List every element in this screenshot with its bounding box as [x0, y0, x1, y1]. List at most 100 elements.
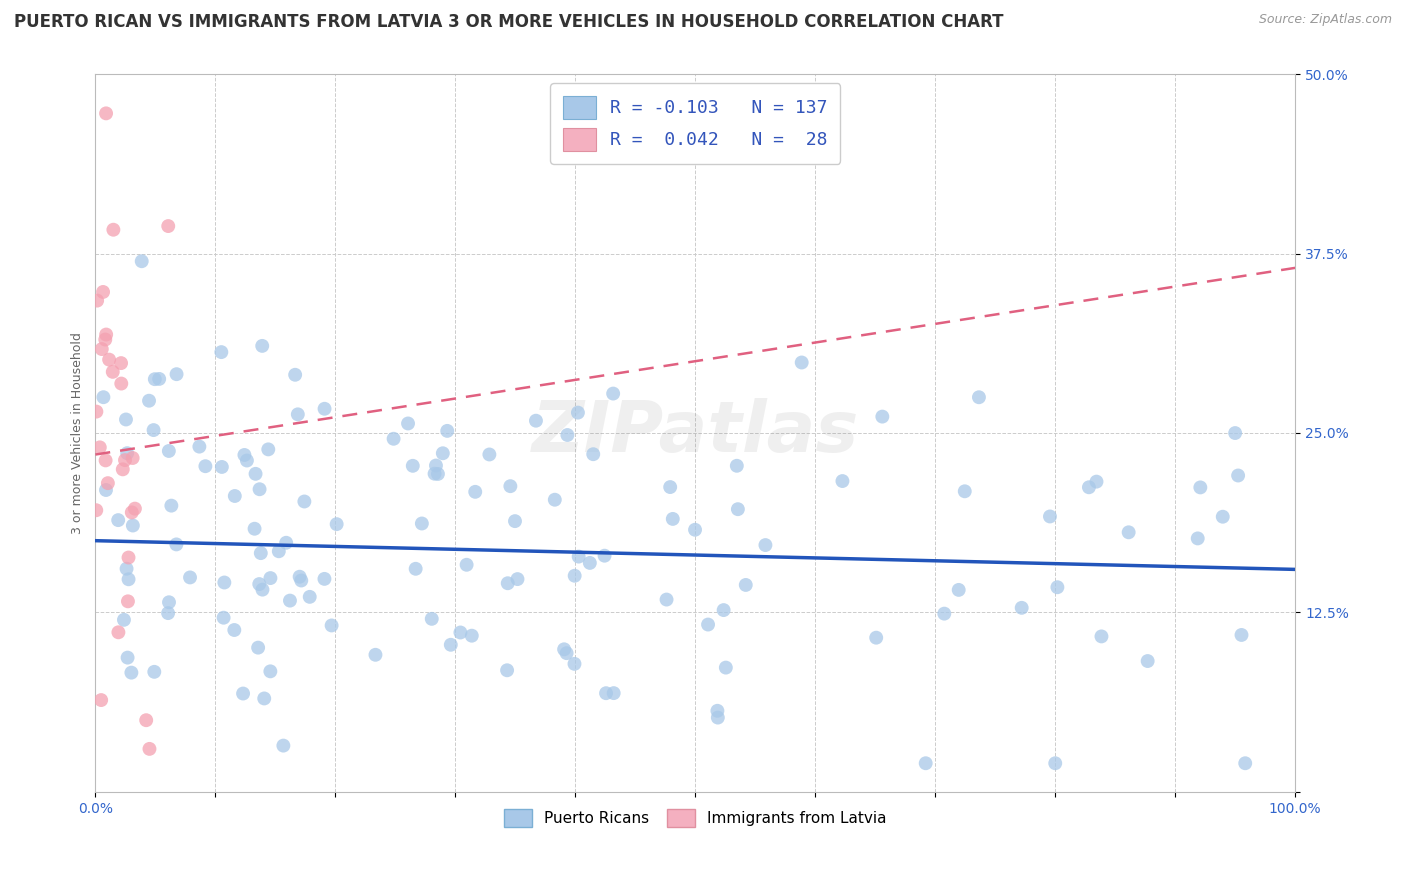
Point [276, 535, 298, 549]
Point [478, 447, 501, 461]
Point [713, 603, 735, 617]
Point [257, 442, 280, 457]
Point [212, 610, 235, 624]
Point [211, 459, 233, 474]
Point [214, 575, 236, 590]
Point [112, 613, 135, 627]
Point [506, 572, 529, 586]
Point [579, 556, 602, 570]
Point [1077, 480, 1099, 494]
Point [914, 756, 936, 771]
Point [243, 522, 266, 536]
Point [209, 345, 232, 359]
Point [725, 458, 748, 473]
Point [593, 549, 616, 563]
Point [94, 333, 117, 347]
Point [602, 386, 624, 401]
Point [94, 106, 117, 120]
Point [1046, 580, 1069, 594]
Point [115, 562, 138, 576]
Point [188, 440, 211, 454]
Point [321, 618, 343, 632]
Point [831, 474, 853, 488]
Point [524, 414, 547, 428]
Point [135, 713, 157, 727]
Point [165, 537, 187, 551]
Point [179, 570, 201, 584]
Point [432, 446, 454, 460]
Point [107, 513, 129, 527]
Point [449, 625, 471, 640]
Point [278, 593, 301, 607]
Text: ZIPatlas: ZIPatlas [531, 399, 859, 467]
Point [872, 409, 894, 424]
Point [1187, 532, 1209, 546]
Point [267, 544, 290, 558]
Point [273, 739, 295, 753]
Point [655, 592, 678, 607]
Point [553, 642, 575, 657]
Point [790, 355, 813, 369]
Point [121, 505, 143, 519]
Point [425, 458, 447, 473]
Point [117, 550, 139, 565]
Point [249, 482, 271, 496]
Point [411, 516, 433, 531]
Point [934, 607, 956, 621]
Point [292, 494, 315, 508]
Point [121, 450, 143, 465]
Point [247, 577, 270, 591]
Point [503, 514, 526, 528]
Point [93, 390, 115, 404]
Point [706, 704, 728, 718]
Y-axis label: 3 or more Vehicles in Household: 3 or more Vehicles in Household [72, 332, 84, 534]
Point [284, 368, 307, 382]
Point [382, 432, 405, 446]
Point [426, 467, 449, 481]
Point [259, 665, 281, 679]
Point [288, 570, 311, 584]
Point [224, 489, 246, 503]
Point [564, 657, 586, 671]
Point [1234, 756, 1257, 771]
Point [595, 686, 617, 700]
Point [233, 448, 256, 462]
Point [84, 503, 107, 517]
Point [754, 538, 776, 552]
Point [557, 428, 579, 442]
Point [236, 453, 259, 467]
Point [405, 562, 427, 576]
Point [1230, 628, 1253, 642]
Point [224, 623, 246, 637]
Point [290, 574, 312, 588]
Point [683, 523, 706, 537]
Point [90, 693, 112, 707]
Point [461, 629, 484, 643]
Point [94, 453, 117, 467]
Point [659, 480, 682, 494]
Point [582, 447, 605, 461]
Point [314, 401, 336, 416]
Point [662, 512, 685, 526]
Point [568, 549, 591, 564]
Point [110, 356, 132, 370]
Point [252, 339, 274, 353]
Point [166, 367, 188, 381]
Point [697, 617, 720, 632]
Point [1189, 480, 1212, 494]
Point [396, 417, 419, 431]
Point [499, 479, 522, 493]
Point [111, 462, 134, 476]
Point [1223, 425, 1246, 440]
Point [314, 572, 336, 586]
Text: Source: ZipAtlas.com: Source: ZipAtlas.com [1258, 13, 1392, 27]
Point [1045, 756, 1067, 771]
Point [157, 444, 180, 458]
Point [117, 650, 139, 665]
Point [464, 484, 486, 499]
Point [1227, 468, 1250, 483]
Point [734, 578, 756, 592]
Point [115, 412, 138, 426]
Point [567, 406, 589, 420]
Point [1136, 654, 1159, 668]
